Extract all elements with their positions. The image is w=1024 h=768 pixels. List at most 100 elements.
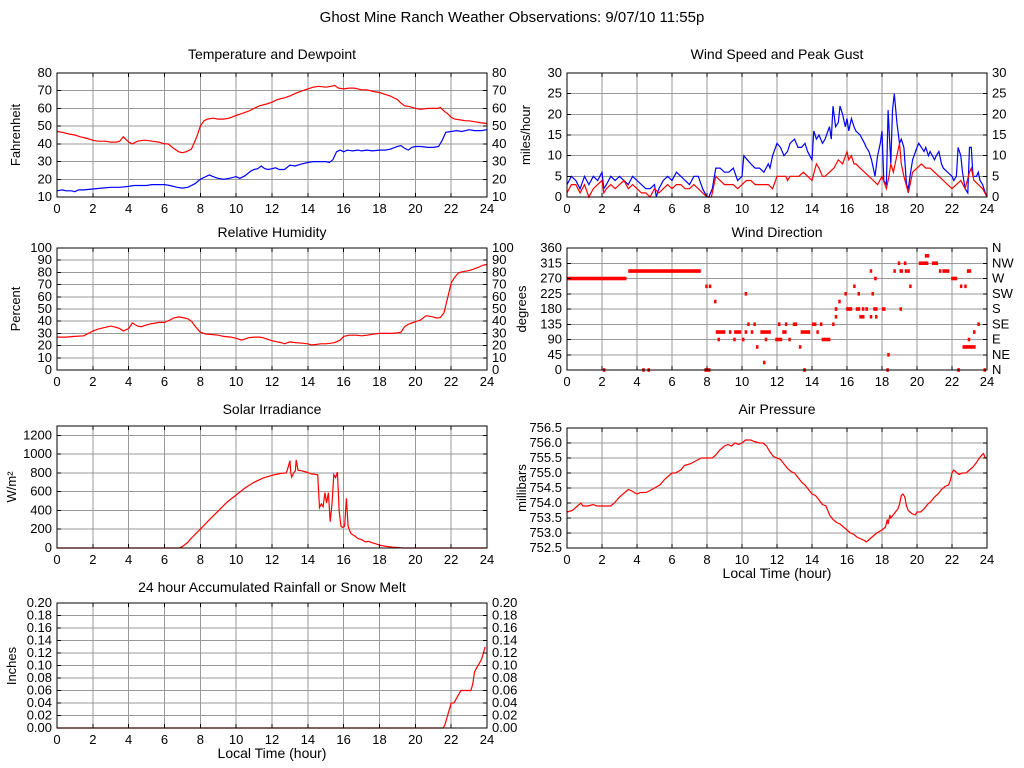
y-tick-label-left: 360: [540, 240, 562, 255]
x-tick-label: 14: [805, 374, 819, 389]
x-tick-label: 24: [480, 732, 494, 747]
y-tick-label-right: 0.10: [492, 658, 517, 673]
y-tick-label-left: 0.04: [27, 695, 52, 710]
x-tick-label: 2: [598, 552, 605, 567]
y-tick-label-right: 30: [492, 154, 506, 169]
y-tick-label-right: 0.20: [492, 595, 517, 610]
x-tick-label: 4: [125, 552, 132, 567]
y-tick-label-left: 135: [540, 316, 562, 331]
x-tick-label: 18: [372, 552, 386, 567]
chart-title: Wind Direction: [731, 224, 822, 240]
y-tick-label-right: 60: [492, 289, 506, 304]
y-tick-label-left: 0.08: [27, 670, 52, 685]
y-tick-label-right: 0.16: [492, 620, 517, 635]
y-tick-label-left: 400: [30, 502, 52, 517]
x-tick-label: 0: [53, 201, 60, 216]
plot-area: 0 2 4 6 8 10 12 14 16 18 20 22 24752.5753.0753.5754.…: [529, 420, 994, 567]
y-tick-label-left: 40: [38, 313, 52, 328]
x-tick-label: 10: [735, 552, 749, 567]
y-tick-label-right: E: [992, 332, 1001, 347]
y-tick-label-left: 0: [555, 362, 562, 377]
y-tick-label-left: 50: [38, 118, 52, 133]
y-axis-label: Fahrenheit: [8, 104, 23, 167]
x-tick-label: 20: [910, 374, 924, 389]
x-tick-label: 18: [372, 201, 386, 216]
x-tick-label: 14: [805, 201, 819, 216]
y-tick-label-right: 0.02: [492, 708, 517, 723]
x-tick-label: 14: [301, 201, 315, 216]
chart-accumulated-rainfall: 24 hour Accumulated Rainfall or Snow Mel…: [4, 579, 517, 761]
y-tick-label-right: 15: [992, 127, 1006, 142]
x-tick-label: 0: [53, 552, 60, 567]
x-axis-label: Local Time (hour): [723, 565, 832, 581]
y-axis-label: W/m²: [4, 471, 19, 503]
y-tick-label-left: 80: [38, 65, 52, 80]
x-tick-label: 2: [598, 201, 605, 216]
y-tick-label-right: 40: [492, 313, 506, 328]
y-tick-label-left: 30: [38, 325, 52, 340]
y-tick-label-left: 0.06: [27, 683, 52, 698]
y-tick-label-left: 10: [548, 148, 562, 163]
x-tick-label: 22: [444, 201, 458, 216]
y-tick-label-left: 0.12: [27, 645, 52, 660]
x-tick-label: 8: [197, 732, 204, 747]
x-tick-label: 12: [770, 201, 784, 216]
x-tick-label: 0: [53, 732, 60, 747]
y-tick-label-left: 30: [38, 154, 52, 169]
x-tick-label: 6: [668, 374, 675, 389]
y-axis-label: millibars: [514, 464, 529, 512]
y-tick-label-left: 754.5: [529, 480, 562, 495]
y-tick-label-right: 80: [492, 264, 506, 279]
chart-title: 24 hour Accumulated Rainfall or Snow Mel…: [138, 579, 406, 595]
x-tick-label: 14: [301, 552, 315, 567]
x-tick-label: 22: [444, 732, 458, 747]
x-tick-label: 0: [53, 374, 60, 389]
x-tick-label: 6: [161, 374, 168, 389]
y-tick-label-right: 25: [992, 86, 1006, 101]
x-tick-label: 8: [197, 374, 204, 389]
x-tick-label: 10: [229, 552, 243, 567]
y-tick-label-right: 0: [992, 189, 999, 204]
y-axis-label: Inches: [4, 646, 19, 685]
y-tick-label-right: 10: [992, 148, 1006, 163]
x-tick-label: 24: [480, 201, 494, 216]
plot-area: 0 2 4 6 8 10 12 14 16 18 20 22 240.00 0.000.02 0.020.0…: [27, 595, 518, 747]
y-tick-label-right: SW: [992, 286, 1014, 301]
chart-title: Wind Speed and Peak Gust: [691, 46, 864, 62]
y-tick-label-left: 200: [30, 521, 52, 536]
y-tick-label-right: 20: [492, 338, 506, 353]
x-tick-label: 2: [598, 374, 605, 389]
x-tick-label: 14: [301, 374, 315, 389]
x-tick-label: 14: [301, 732, 315, 747]
y-tick-label-left: 1000: [23, 446, 52, 461]
x-tick-label: 6: [161, 552, 168, 567]
x-tick-label: 10: [229, 374, 243, 389]
x-tick-label: 22: [945, 201, 959, 216]
x-axis-label: Local Time (hour): [218, 745, 327, 761]
y-tick-label-left: 315: [540, 255, 562, 270]
chart-solar-irradiance: Solar Irradiance W/m² 0 2 4 6 8 10 12 14 16 18 20 2…: [4, 401, 494, 567]
y-tick-label-left: 30: [548, 65, 562, 80]
y-axis-label: miles/hour: [518, 104, 533, 165]
y-axis-label: Percent: [8, 286, 23, 331]
y-tick-label-left: 60: [38, 289, 52, 304]
x-tick-label: 4: [633, 552, 640, 567]
y-tick-label-right: 20: [992, 106, 1006, 121]
x-tick-label: 18: [372, 374, 386, 389]
x-tick-label: 12: [265, 201, 279, 216]
y-tick-label-left: 0: [45, 362, 52, 377]
y-tick-label-left: 25: [548, 86, 562, 101]
x-tick-label: 6: [161, 201, 168, 216]
y-tick-label-left: 752.5: [529, 540, 562, 555]
x-tick-label: 10: [735, 374, 749, 389]
x-tick-label: 4: [125, 201, 132, 216]
y-tick-label-right: 30: [992, 65, 1006, 80]
y-tick-label-left: 755.0: [529, 465, 562, 480]
chart-title: Solar Irradiance: [223, 401, 322, 417]
x-tick-label: 16: [336, 374, 350, 389]
